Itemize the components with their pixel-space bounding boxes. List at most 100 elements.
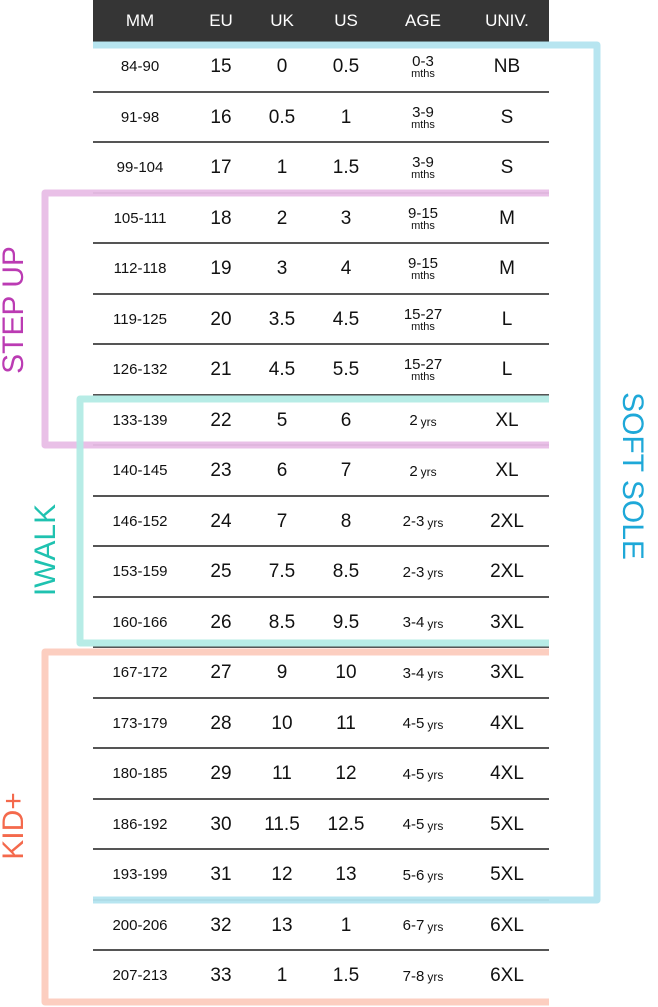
- table-row: 84-90 15 0 0.5 0-3 mths NB: [93, 42, 549, 93]
- age-unit: mths: [411, 68, 435, 81]
- cell-us: 1: [340, 106, 352, 128]
- table-row: 119-125 20 3.5 4.5 15-27 mths L: [93, 295, 549, 345]
- cell-age: 4-5 yrs: [403, 800, 444, 851]
- row-divider: [93, 242, 549, 244]
- age-unit: yrs: [427, 566, 444, 581]
- kid-plus-bracket: [41, 648, 549, 1006]
- cell-eu: 29: [210, 763, 232, 784]
- cell-us: 7: [340, 460, 352, 481]
- cell-uk: 9: [276, 662, 288, 683]
- cell-us: 1.5: [332, 157, 360, 178]
- age-value: 5-6: [402, 866, 425, 884]
- cell-mm: 105-111: [113, 209, 167, 227]
- cell-univ: M: [499, 207, 515, 229]
- cell-us: 0.5: [332, 56, 360, 77]
- iwalk-bracket: [76, 395, 549, 647]
- cell-univ: XL: [495, 409, 519, 431]
- cell-eu: 18: [210, 207, 232, 229]
- age-value: 3-4: [402, 664, 425, 682]
- soft-sole-bracket: [93, 41, 601, 904]
- row-divider: [93, 595, 549, 598]
- cell-age: 2-3 yrs: [403, 497, 444, 548]
- cell-eu: 21: [210, 359, 232, 380]
- age-value: 6-7: [402, 917, 425, 935]
- age-unit: mths: [411, 169, 435, 182]
- table-row: 105-111 18 2 3 9-15 mths M: [93, 194, 549, 245]
- age-unit: yrs: [427, 818, 444, 833]
- cell-uk: 1: [276, 965, 288, 986]
- row-divider: [93, 343, 549, 345]
- cell-age: 15-27 mths: [404, 345, 442, 396]
- age-unit: mths: [411, 320, 435, 333]
- cell-univ: 6XL: [490, 965, 524, 986]
- step-up-label: STEP UP: [0, 246, 30, 374]
- cell-uk: 3: [276, 258, 288, 279]
- table-row: 146-152 24 7 8 2-3 yrs 2XL: [93, 497, 549, 548]
- age-value: 15-27: [403, 305, 443, 323]
- table-row: 167-172 27 9 10 3-4 yrs 3XL: [93, 648, 549, 699]
- cell-us: 12: [335, 763, 357, 784]
- cell-eu: 23: [210, 460, 232, 481]
- cell-uk: 7.5: [268, 561, 296, 582]
- cell-age: 3-9 mths: [411, 93, 435, 144]
- cell-us: 10: [335, 662, 357, 683]
- row-divider: [93, 90, 549, 93]
- cell-univ: L: [501, 359, 513, 380]
- cell-us: 4.5: [332, 308, 360, 330]
- cell-mm: 167-172: [112, 664, 168, 681]
- cell-uk: 2: [276, 207, 288, 229]
- age-value: 0-3: [412, 53, 434, 71]
- age-unit: yrs: [427, 869, 444, 884]
- age-value: 15-27: [403, 356, 443, 374]
- cell-mm: 207-213: [112, 967, 168, 984]
- header-age: AGE: [405, 11, 441, 30]
- cell-eu: 20: [210, 308, 232, 330]
- age-unit: mths: [411, 270, 435, 283]
- cell-eu: 24: [210, 510, 232, 532]
- table-row: 91-98 16 0.5 1 3-9 mths S: [93, 93, 549, 144]
- cell-eu: 15: [210, 56, 232, 77]
- row-divider: [93, 646, 549, 648]
- cell-uk: 5: [276, 409, 288, 431]
- cell-univ: 2XL: [490, 510, 524, 532]
- cell-us: 8: [340, 510, 352, 532]
- cell-eu: 30: [210, 813, 232, 835]
- soft-sole-label: SOFT SOLE: [615, 392, 649, 560]
- table-row: 186-192 30 11.5 12.5 4-5 yrs 5XL: [93, 800, 549, 851]
- table-row: 207-213 33 1 1.5 7-8 yrs 6XL: [93, 951, 549, 1002]
- cell-eu: 19: [210, 258, 232, 279]
- cell-age: 4-5 yrs: [403, 749, 444, 800]
- table-row: 126-132 21 4.5 5.5 15-27 mths L: [93, 345, 549, 396]
- cell-mm: 140-145: [112, 462, 168, 479]
- table-row: 140-145 23 6 7 2 yrs XL: [93, 446, 549, 497]
- cell-us: 6: [340, 409, 352, 431]
- cell-age: 4-5 yrs: [403, 699, 444, 750]
- cell-uk: 11.5: [264, 813, 300, 835]
- cell-age: 9-15 mths: [408, 194, 438, 245]
- cell-mm: 200-206: [112, 916, 168, 934]
- kid-plus-label: KID+: [0, 792, 30, 860]
- cell-us: 8.5: [332, 561, 360, 582]
- age-value: 2: [409, 462, 418, 480]
- age-value: 4-5: [402, 765, 425, 783]
- cell-univ: NB: [493, 56, 521, 77]
- cell-mm: 160-166: [112, 613, 168, 631]
- row-divider: [93, 949, 549, 951]
- cell-age: 2-3 yrs: [403, 547, 444, 598]
- cell-age: 3-4 yrs: [403, 648, 444, 699]
- cell-univ: 3XL: [490, 611, 524, 633]
- age-unit: mths: [411, 118, 435, 131]
- header-mm: MM: [125, 11, 155, 30]
- cell-mm: 193-199: [112, 866, 168, 883]
- age-unit: yrs: [427, 768, 444, 783]
- cell-age: 0-3 mths: [411, 42, 435, 93]
- cell-age: 2 yrs: [409, 396, 436, 447]
- cell-age: 2 yrs: [409, 446, 436, 497]
- cell-us: 12.5: [327, 813, 365, 835]
- cell-uk: 11: [272, 763, 292, 784]
- cell-mm: 91-98: [120, 108, 160, 126]
- cell-age: 3-9 mths: [411, 143, 435, 194]
- cell-univ: 5XL: [490, 813, 524, 835]
